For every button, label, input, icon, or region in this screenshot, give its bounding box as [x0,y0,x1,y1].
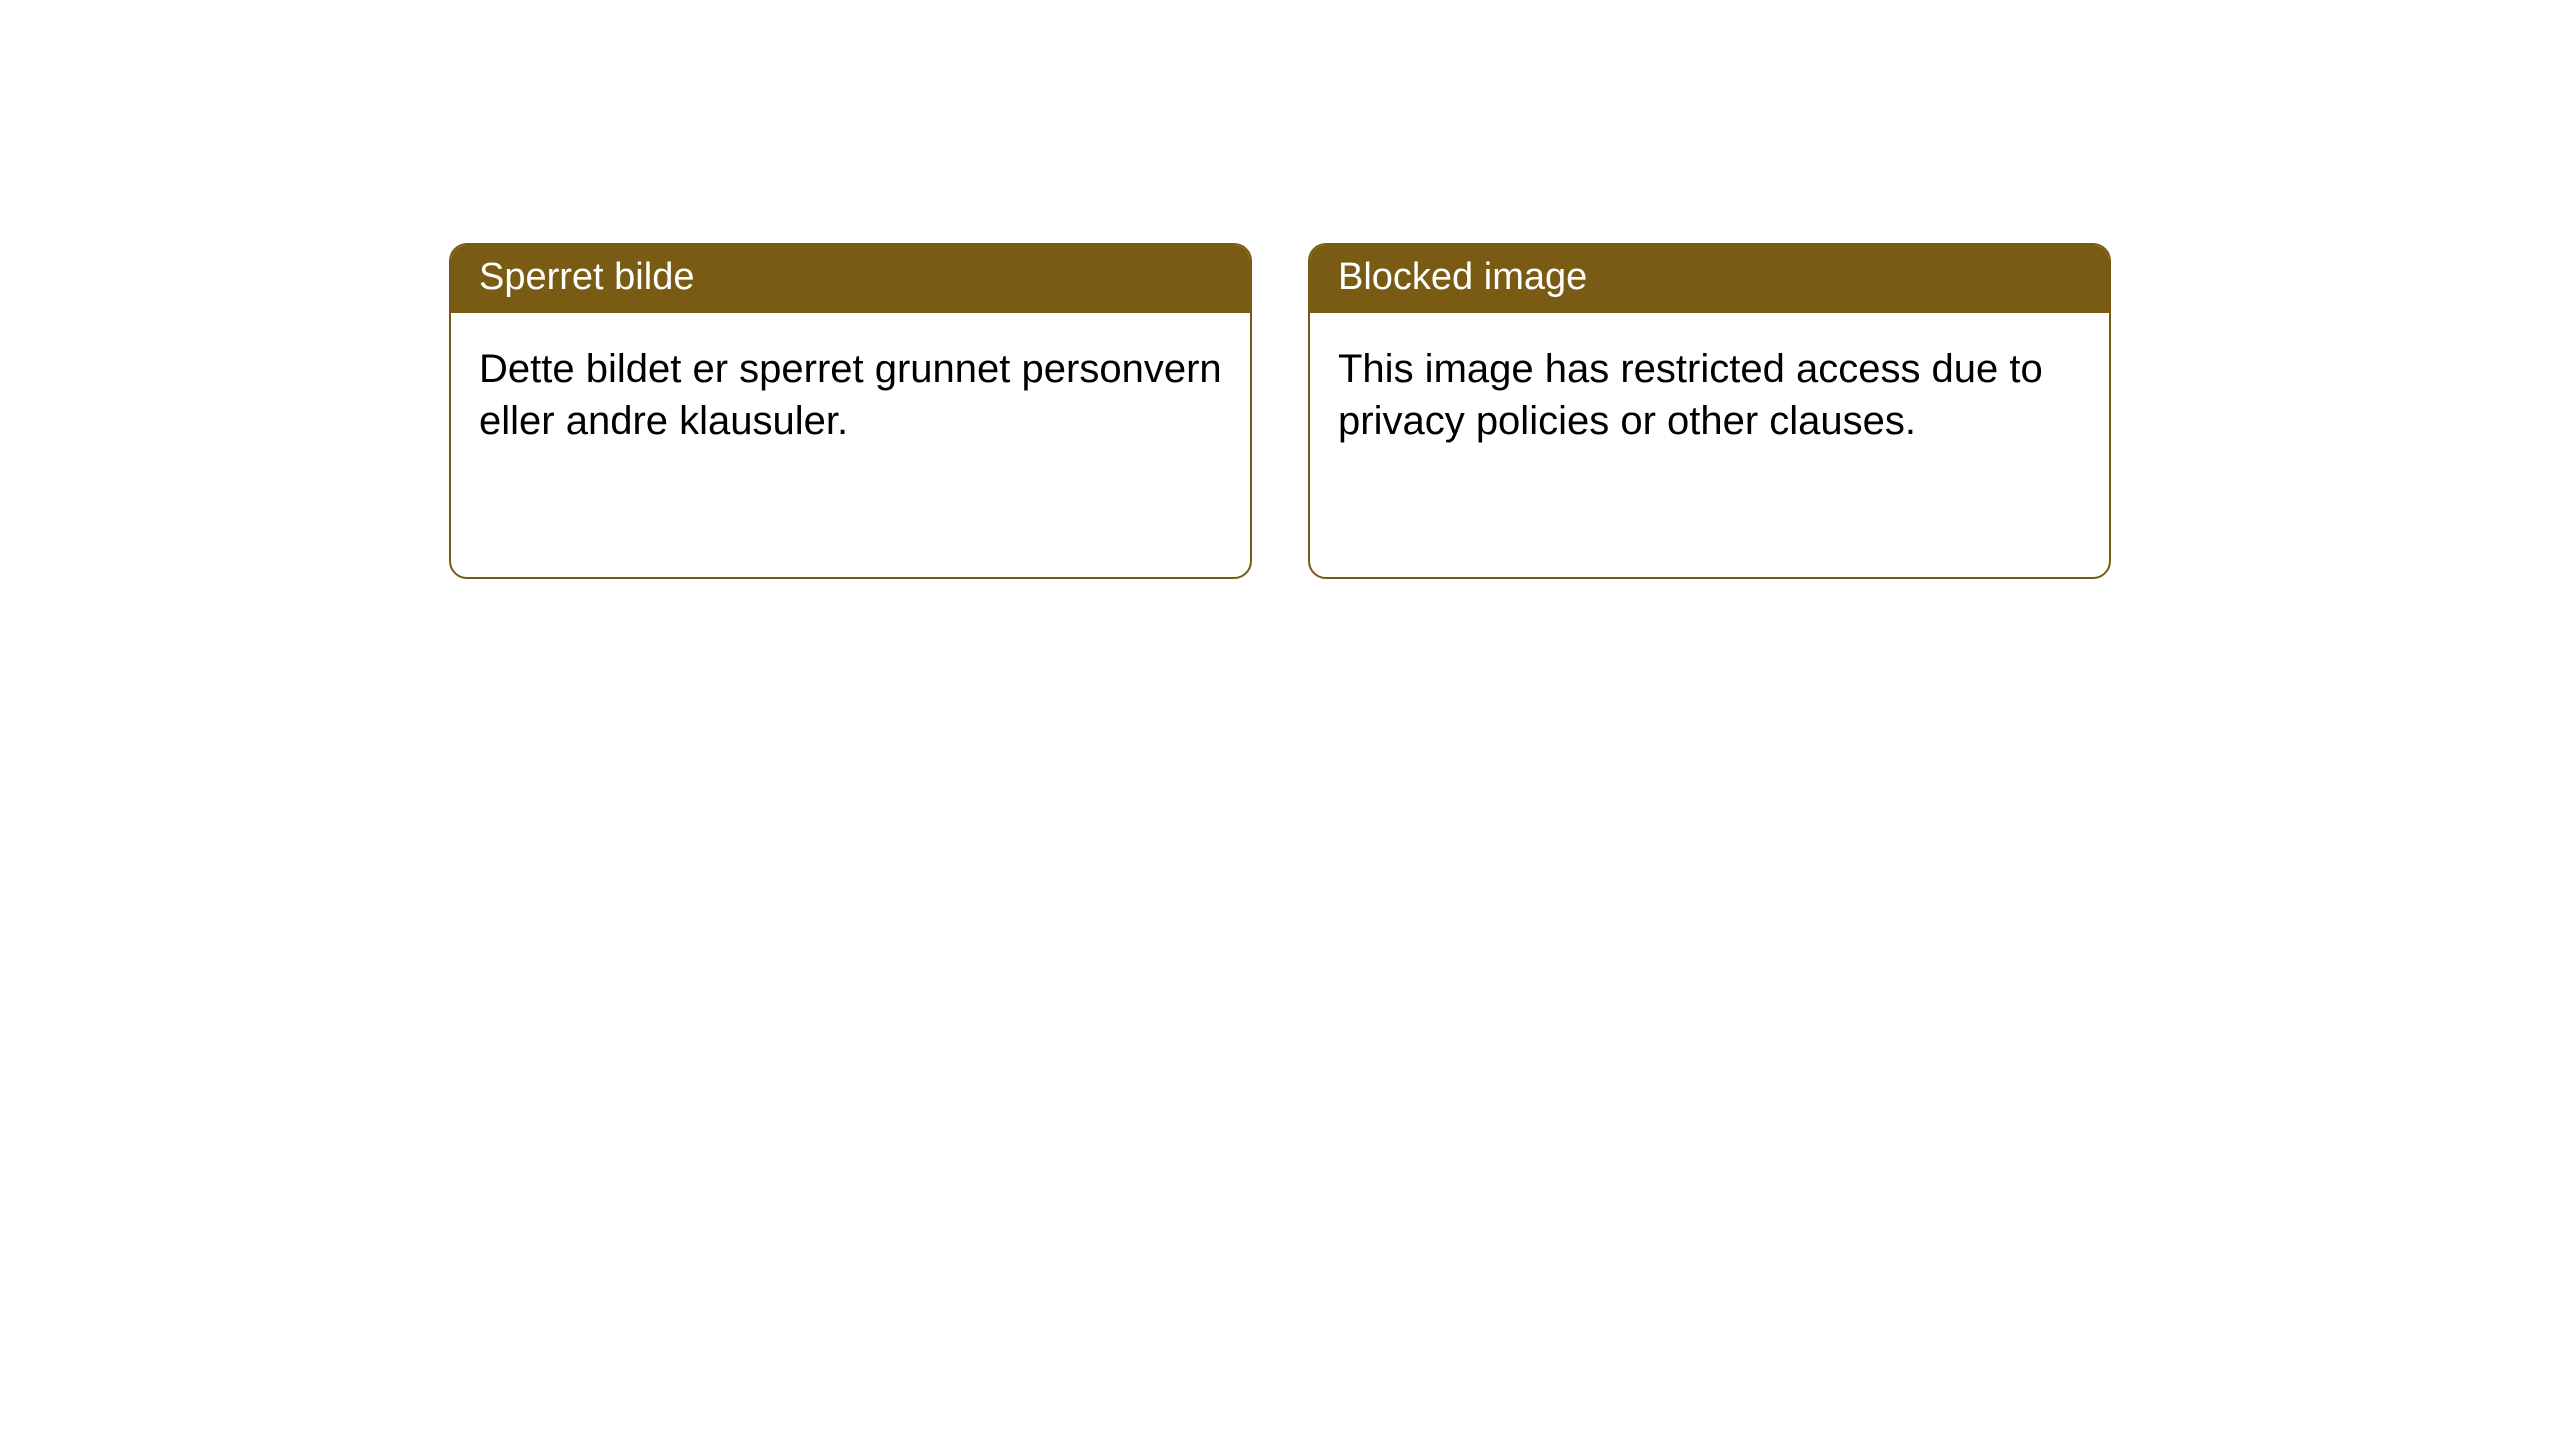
card-body-english: This image has restricted access due to … [1310,313,2109,477]
card-message-english: This image has restricted access due to … [1338,347,2043,443]
card-body-norwegian: Dette bildet er sperret grunnet personve… [451,313,1250,477]
blocked-image-card-norwegian: Sperret bilde Dette bildet er sperret gr… [449,243,1252,579]
card-message-norwegian: Dette bildet er sperret grunnet personve… [479,347,1222,443]
card-header-english: Blocked image [1310,245,2109,313]
card-title-norwegian: Sperret bilde [479,256,694,298]
card-title-english: Blocked image [1338,256,1587,298]
blocked-image-card-english: Blocked image This image has restricted … [1308,243,2111,579]
notice-cards-container: Sperret bilde Dette bildet er sperret gr… [449,243,2111,579]
card-header-norwegian: Sperret bilde [451,245,1250,313]
